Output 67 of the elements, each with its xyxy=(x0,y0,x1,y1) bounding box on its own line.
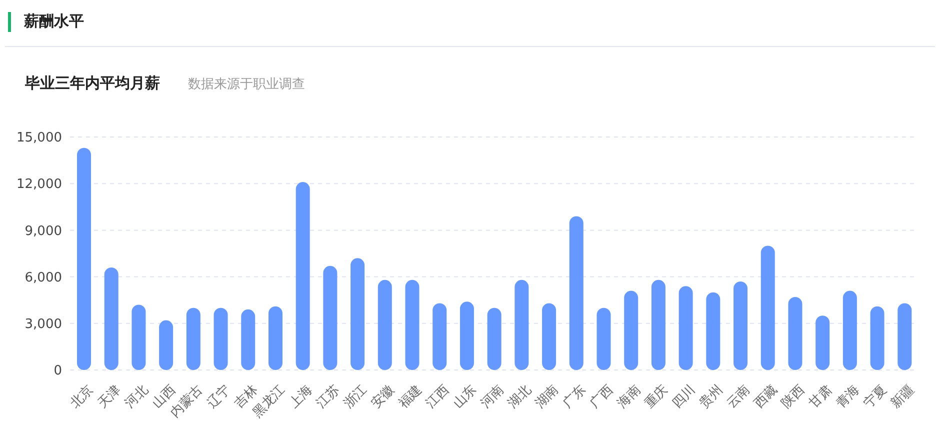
bar xyxy=(241,309,256,370)
bar xyxy=(186,308,200,370)
bar xyxy=(898,303,912,370)
x-tick-label: 辽宁 xyxy=(204,382,234,412)
bar xyxy=(706,292,720,370)
x-tick-label: 海南 xyxy=(614,382,644,412)
bar xyxy=(378,280,392,370)
x-tick-label: 青海 xyxy=(834,382,863,412)
bar xyxy=(788,296,802,370)
x-tick-label: 江西 xyxy=(423,382,452,412)
bar xyxy=(870,306,884,370)
bar xyxy=(678,286,693,370)
x-tick-label: 湖南 xyxy=(532,382,562,412)
x-tick-label: 山东 xyxy=(450,382,480,412)
x-tick-label: 宁夏 xyxy=(860,382,890,412)
y-tick-label: 0 xyxy=(54,364,62,379)
text: 数据来源于职业调查 xyxy=(188,76,305,93)
x-tick-label: 贵州 xyxy=(696,382,726,412)
bar xyxy=(432,303,447,370)
bar xyxy=(460,302,474,370)
x-tick-label: 福建 xyxy=(396,382,425,412)
x-tick-label: 广西 xyxy=(587,382,616,412)
bar xyxy=(816,316,830,370)
y-tick-label: 12,000 xyxy=(16,177,62,192)
x-tick-label: 北京 xyxy=(68,382,97,412)
y-tick-label: 3,000 xyxy=(24,317,62,332)
x-tick-label: 上海 xyxy=(286,382,316,412)
bar xyxy=(104,267,118,370)
bar xyxy=(487,308,502,370)
bar xyxy=(734,281,748,370)
bar xyxy=(596,308,611,370)
bar xyxy=(569,216,584,370)
y-tick-label: 6,000 xyxy=(24,270,62,286)
x-tick-label: 广东 xyxy=(560,382,590,412)
bar xyxy=(132,304,146,370)
bar xyxy=(296,182,310,370)
x-tick-label: 陕西 xyxy=(778,382,808,412)
x-tick-label: 江苏 xyxy=(314,382,343,412)
x-tick-label: 云南 xyxy=(724,382,754,412)
bar xyxy=(514,280,529,370)
bar xyxy=(214,308,228,370)
bar xyxy=(323,266,338,370)
bar xyxy=(159,320,174,370)
bar xyxy=(651,280,666,370)
x-tick-label: 浙江 xyxy=(341,382,370,412)
x-tick-label: 安徽 xyxy=(368,382,398,412)
bar xyxy=(624,290,638,370)
x-tick-label: 河南 xyxy=(478,382,508,412)
bar xyxy=(842,290,857,370)
bar xyxy=(77,148,91,370)
x-tick-label: 西藏 xyxy=(752,382,781,412)
chart-subtitle: 毕业三年内平均月薪 xyxy=(25,74,160,93)
y-tick-label: 9,000 xyxy=(24,224,62,239)
x-tick-label: 河北 xyxy=(122,382,152,412)
bar xyxy=(268,306,282,370)
bar xyxy=(760,246,775,370)
x-tick-label: 天津 xyxy=(95,382,124,412)
x-tick-label: 湖北 xyxy=(505,382,534,412)
x-tick-label: 新疆 xyxy=(888,382,918,412)
x-tick-label: 四川 xyxy=(670,382,699,412)
x-tick-label: 甘肃 xyxy=(806,382,836,412)
bar xyxy=(405,280,420,370)
y-tick-label: 15,000 xyxy=(16,130,62,146)
x-tick-label: 重庆 xyxy=(642,382,672,412)
bar xyxy=(542,303,556,370)
chart-title: 薪酬水平 xyxy=(24,12,84,31)
bar xyxy=(350,258,365,370)
